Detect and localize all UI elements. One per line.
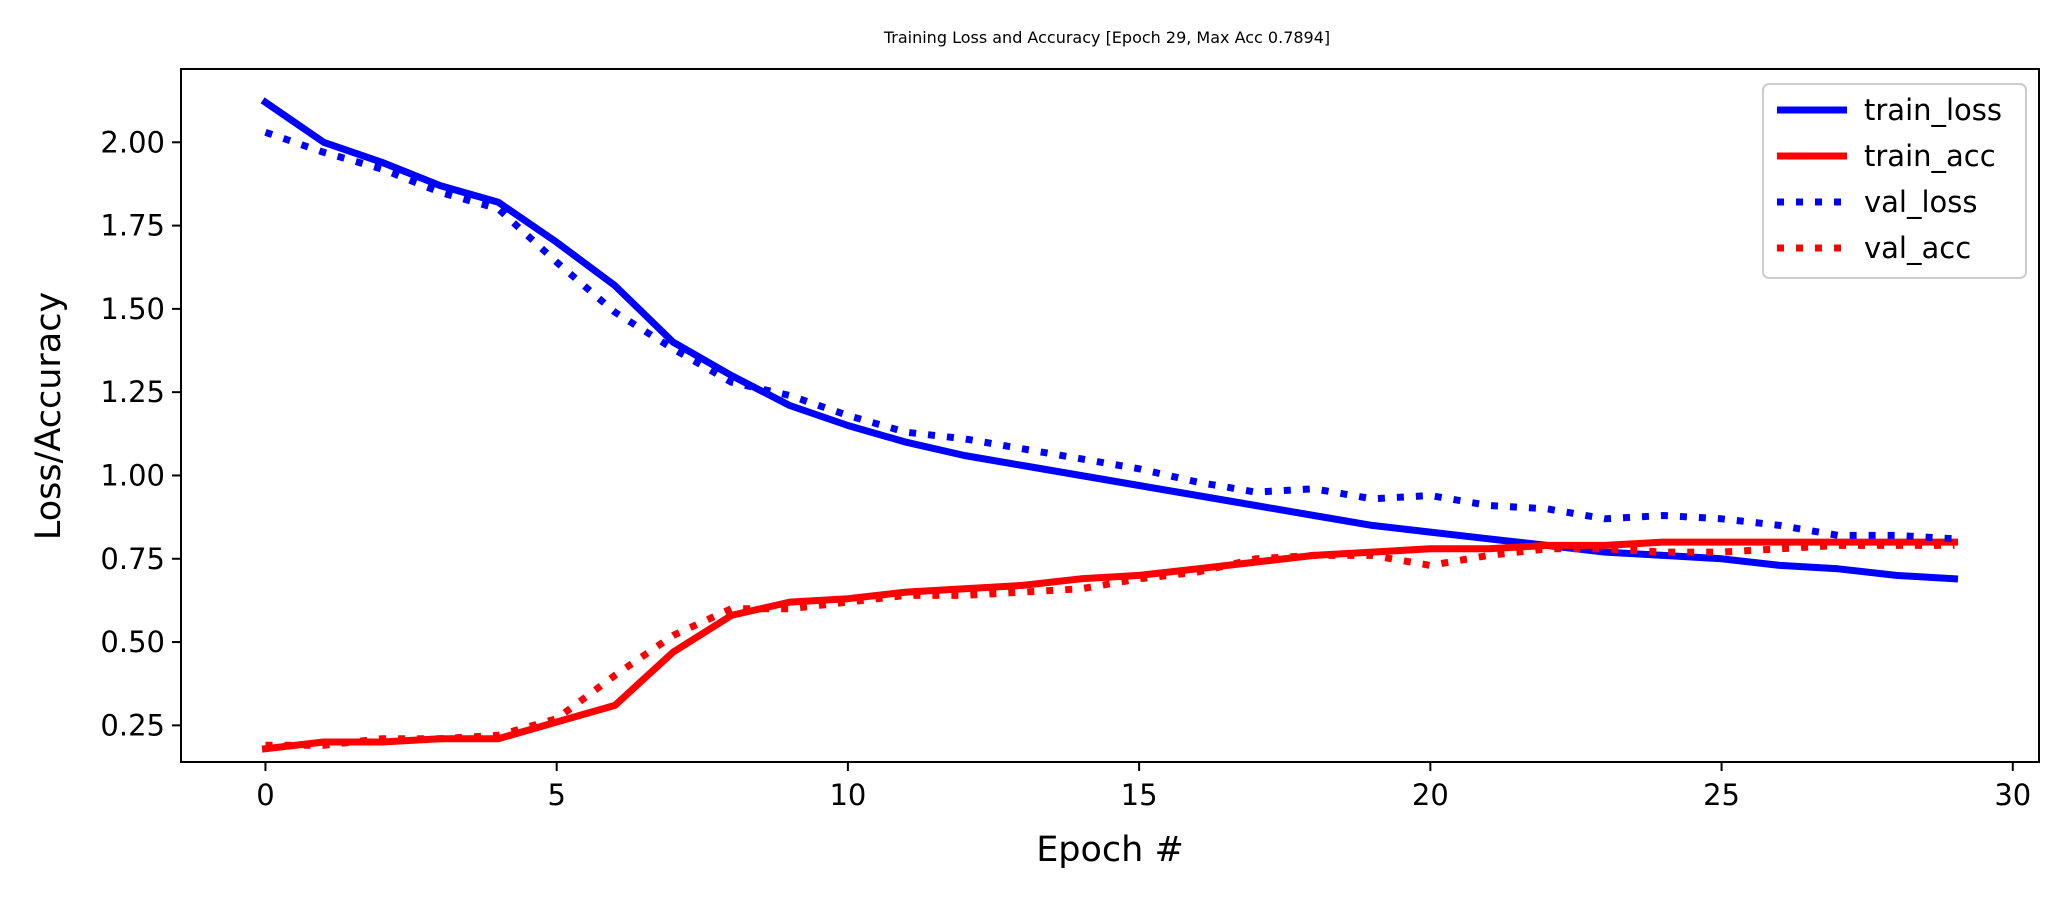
x-axis-label: Epoch # [1036,830,1184,870]
y-tick-label: 1.50 [100,292,165,326]
y-tick-label: 1.75 [100,209,165,243]
series-layer [260,97,1959,753]
x-axis-ticks: 0 5 10 15 20 25 30 [256,762,2031,812]
legend-label-train-loss: train_loss [1864,93,2002,127]
x-tick-label: 30 [1994,778,2031,812]
chart-title: Training Loss and Accuracy [Epoch 29, Ma… [883,28,1330,47]
y-axis-ticks: 0.25 0.50 0.75 1.00 1.25 1.50 1.75 2.00 [100,125,181,742]
legend: train_loss train_acc val_loss val_acc [1762,83,2027,279]
plot-area-frame [180,68,2040,763]
y-tick-label: 1.00 [100,458,165,492]
legend-label-val-loss: val_loss [1864,185,1978,219]
legend-frame [1762,83,2027,279]
y-tick-label: 1.25 [100,375,165,409]
y-tick-label: 0.25 [100,708,165,742]
y-tick-label: 0.50 [100,625,165,659]
x-tick-label: 20 [1412,778,1449,812]
x-tick-label: 10 [829,778,866,812]
x-tick-label: 25 [1703,778,1740,812]
x-tick-label: 15 [1121,778,1158,812]
legend-label-val-acc: val_acc [1864,231,1971,265]
y-tick-label: 2.00 [100,125,165,159]
y-tick-label: 0.75 [100,542,165,576]
series-line-train-acc [261,538,1958,753]
series-line-val-acc [265,541,1955,749]
series-line-train-loss [260,97,1959,583]
legend-label-train-acc: train_acc [1864,139,1996,173]
x-tick-label: 0 [256,778,274,812]
y-axis-label: Loss/Accuracy [29,292,69,540]
x-tick-label: 5 [547,778,565,812]
